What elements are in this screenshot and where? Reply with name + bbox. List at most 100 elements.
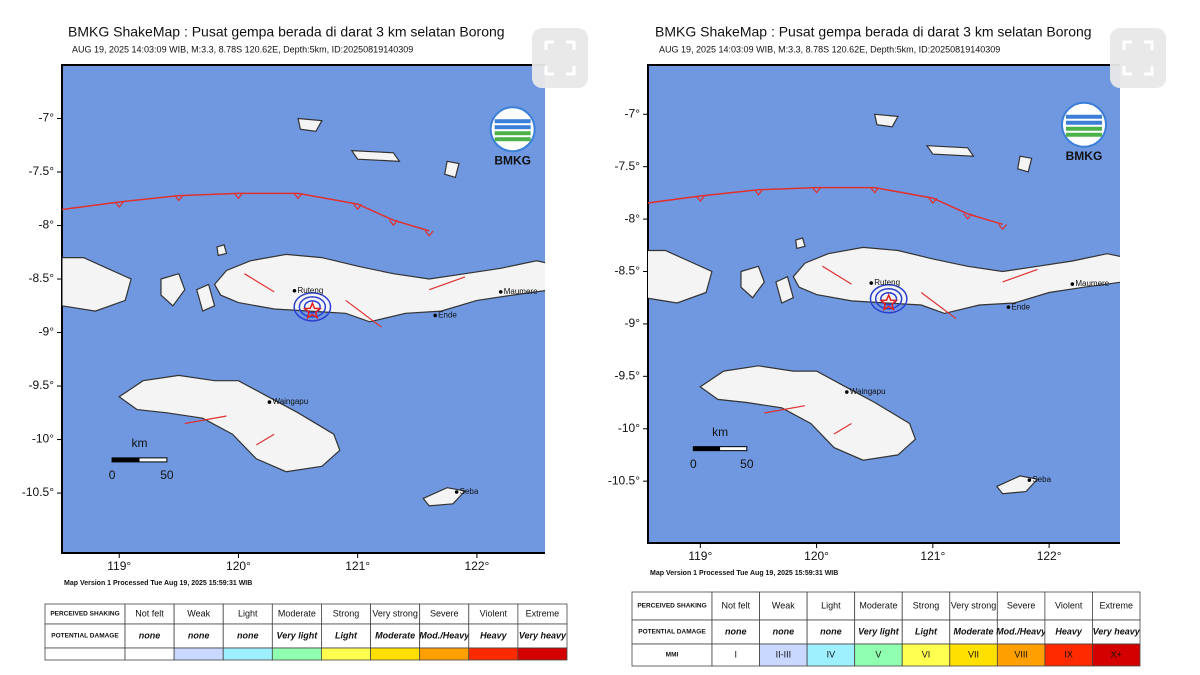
legend-cell-text: Moderate (375, 630, 415, 640)
legend-cell (1092, 643, 1141, 667)
lat-label: -10° (618, 421, 640, 435)
island (925, 145, 975, 157)
logo-stripe (494, 131, 531, 136)
lat-label: -8° (39, 218, 55, 232)
legend-cell-text: Very strong (951, 600, 997, 610)
legend-cell-text: Very light (277, 630, 319, 640)
map-title: BMKG ShakeMap : Pusat gempa berada di da… (655, 24, 1092, 40)
place-label: Maumere (1075, 279, 1109, 288)
legend-header-cell (631, 619, 713, 645)
island (699, 365, 917, 461)
scale-bar-fill (112, 457, 140, 462)
lon-label: 119° (107, 559, 131, 573)
fullscreen-icon (544, 40, 554, 50)
legend-cell (901, 591, 951, 621)
fault-tooth (424, 230, 434, 237)
island (444, 160, 460, 179)
legend-header-cell (44, 647, 126, 661)
legend-cell (996, 591, 1046, 621)
legend-cell-text: VII (968, 649, 979, 659)
place-dot (292, 289, 297, 293)
scale-unit: km (131, 436, 147, 450)
legend-cell-text: Light (821, 600, 841, 610)
place-label: Ruteng (874, 278, 900, 287)
legend-cell-text: Light (238, 608, 258, 618)
island (1017, 155, 1033, 173)
island (62, 257, 132, 312)
lat-label: -7° (39, 111, 55, 125)
intensity-contour (880, 292, 898, 306)
lat-label: -10.5° (608, 473, 640, 487)
legend-cell-text: VI (922, 649, 931, 659)
logo-stripe (1065, 132, 1102, 137)
island (118, 374, 341, 473)
fault-tooth (114, 201, 124, 208)
scale-unit: km (712, 425, 728, 439)
legend-cell-text: none (188, 630, 210, 640)
legend-cell (854, 591, 903, 621)
fault-tooth (174, 195, 184, 202)
fault-tooth (963, 213, 973, 220)
scale-bar-fill (693, 446, 721, 451)
legend-cell-text: VIII (1014, 649, 1028, 659)
island (216, 244, 228, 257)
legend-cell (271, 647, 322, 661)
island (350, 149, 401, 162)
legend-cell-text: Not felt (722, 600, 751, 610)
legend-cell (271, 623, 322, 649)
legend-cell-text: V (875, 649, 881, 659)
scale-tick: 50 (740, 457, 754, 471)
place-label: Seba (460, 487, 479, 496)
legend-cell (124, 647, 175, 661)
local-fault (428, 276, 466, 291)
legend-header-cell (631, 591, 713, 621)
legend-cell-text: none (725, 626, 747, 636)
legend-cell (1092, 591, 1141, 621)
fault-tooth (870, 187, 880, 194)
legend-cell-text: none (139, 630, 161, 640)
island (873, 113, 899, 128)
fault-tooth (998, 223, 1008, 231)
intensity-contour (303, 300, 321, 314)
map-footer: Map Version 1 Processed Tue Aug 19, 2025… (650, 570, 838, 577)
lat-label: -8.5° (29, 271, 55, 285)
legend-cell-text: Weak (772, 600, 795, 610)
legend-cell-text: Mod./Heavy (996, 626, 1047, 636)
legend-cell-text: IV (827, 649, 836, 659)
local-fault (822, 265, 852, 285)
fullscreen-icon (544, 66, 554, 76)
lat-label: -8.5° (615, 264, 641, 278)
fullscreen-icon (566, 40, 576, 50)
logo-stripe (494, 137, 531, 142)
legend-cell-text: Very heavy (519, 630, 567, 640)
legend-cell (806, 619, 856, 645)
legend-cell-text: Very heavy (1093, 626, 1141, 636)
fullscreen-button-bg (1110, 28, 1166, 88)
legend-cell-text: Mod./Heavy (419, 630, 470, 640)
fullscreen-button[interactable] (532, 28, 588, 88)
legend-cell-text: Strong (913, 600, 940, 610)
local-fault (1002, 268, 1038, 283)
lon-label: 121° (920, 549, 945, 563)
place-dot (498, 290, 503, 294)
place-label: Waingapu (272, 397, 308, 406)
lon-label: 120° (804, 549, 829, 563)
place-dot (1070, 282, 1075, 286)
local-fault (244, 273, 275, 293)
place-label: Seba (1032, 475, 1051, 484)
legend-cell (222, 647, 273, 661)
fullscreen-button[interactable] (1110, 28, 1166, 88)
fault-tooth (928, 197, 938, 205)
legend-cell (321, 647, 371, 661)
place-dot (1027, 478, 1032, 482)
legend-cell-text: II-III (776, 649, 792, 659)
legend-cell-text: Extreme (1099, 600, 1133, 610)
lat-label: -10° (32, 432, 54, 446)
legend-cell (419, 623, 470, 649)
legend-cell-text: Extreme (526, 608, 560, 618)
lon-label: 119° (688, 549, 712, 563)
lat-label: -10.5° (22, 485, 54, 499)
legend-cell-text: Light (915, 626, 938, 636)
lon-label: 122° (464, 559, 489, 573)
